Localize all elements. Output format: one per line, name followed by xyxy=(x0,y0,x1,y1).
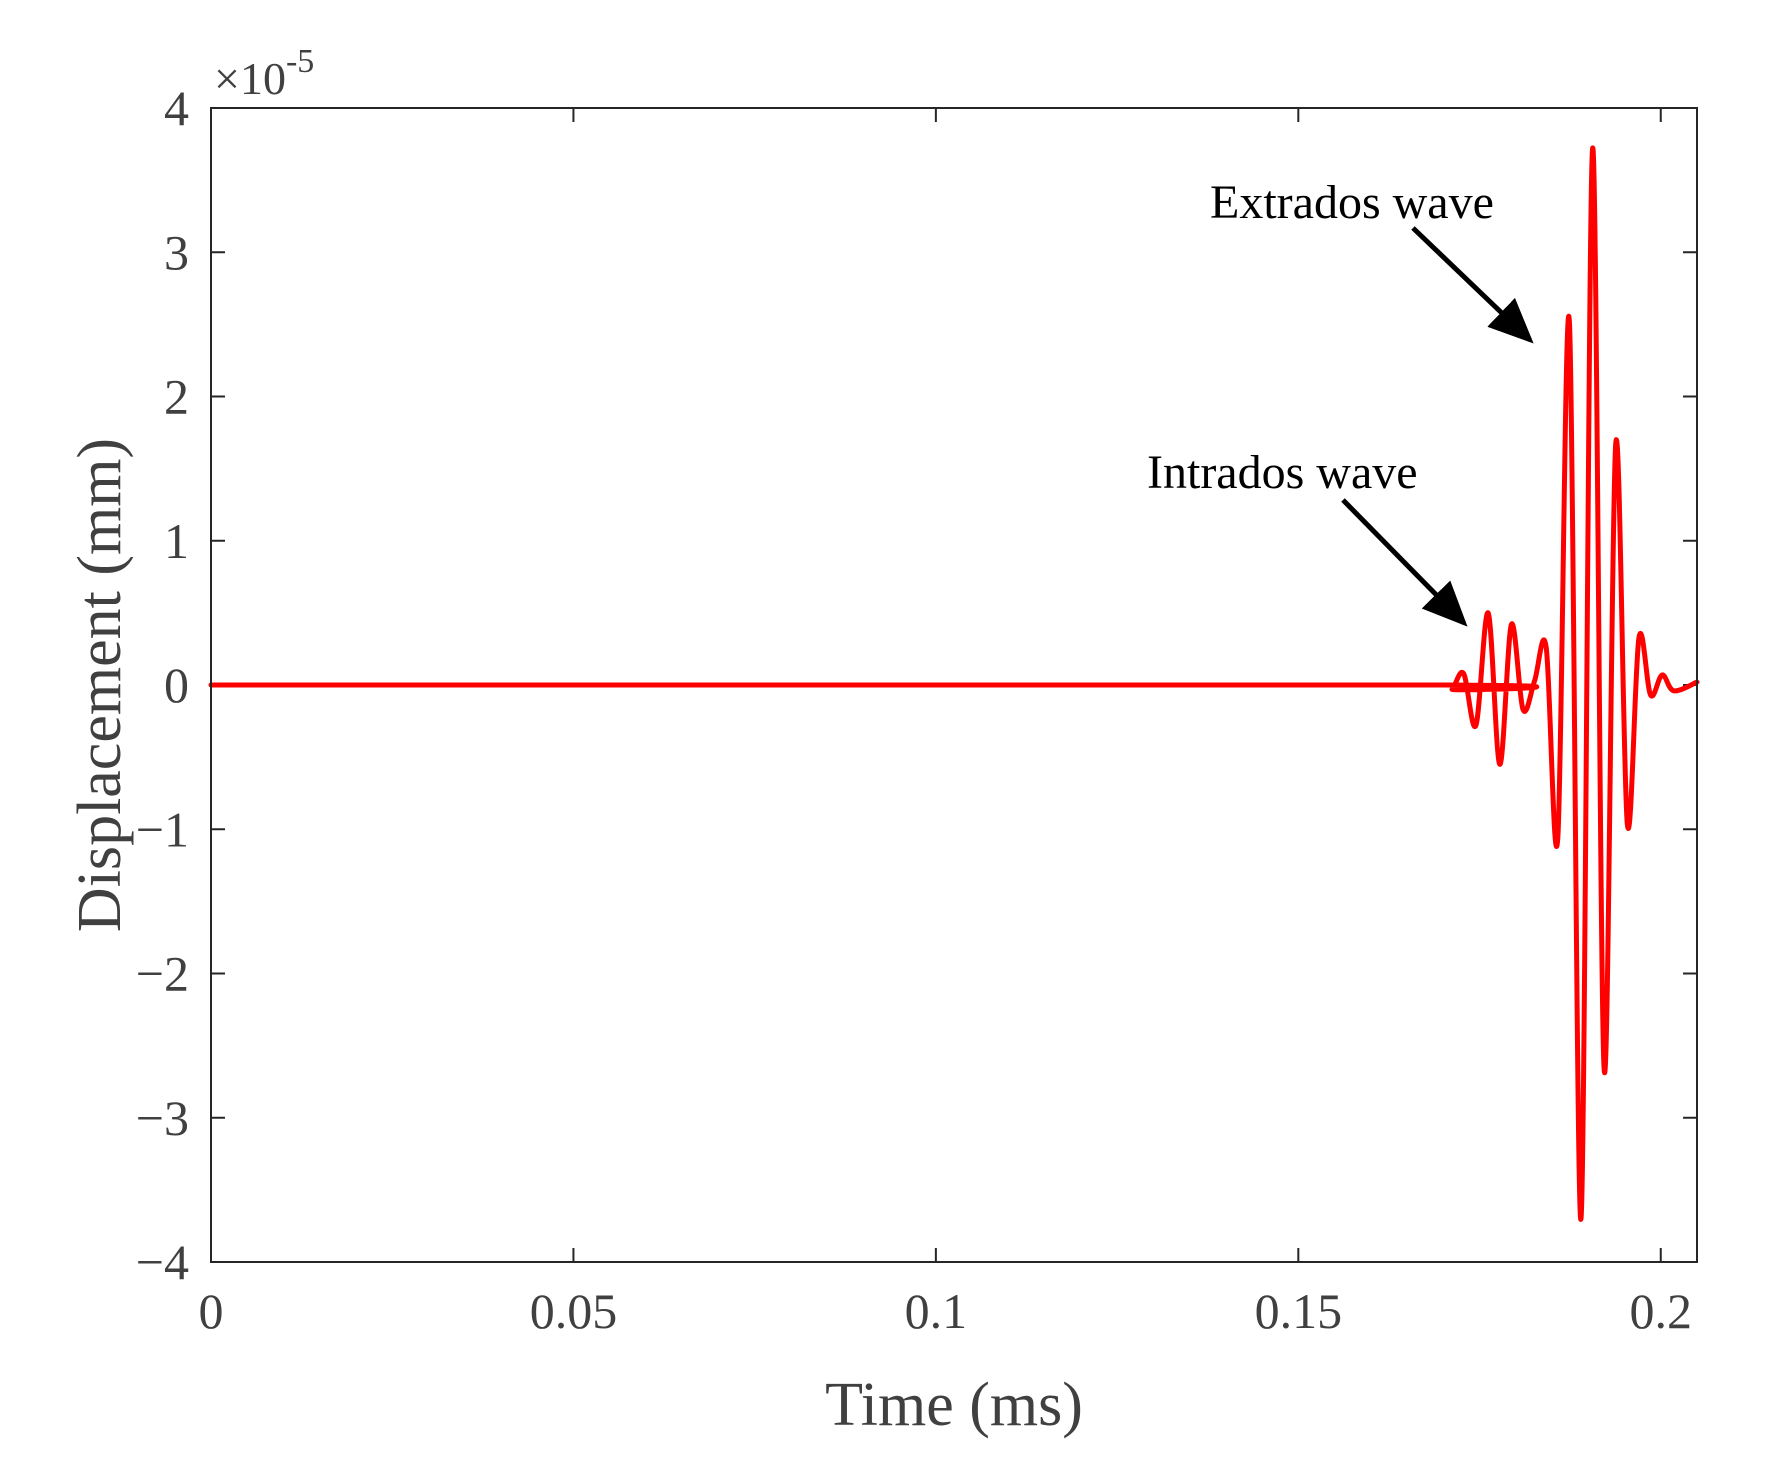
annotation-intrados-wave: Intrados wave xyxy=(1147,446,1418,499)
y-tick-label: 4 xyxy=(164,80,189,136)
y-axis-label: Displacement (mm) xyxy=(66,438,134,932)
y-tick-label: 3 xyxy=(164,224,189,280)
series-line-displacement xyxy=(208,145,1700,1222)
y-scale-factor: ×10-5 xyxy=(214,43,314,104)
x-tick-label: 0.05 xyxy=(530,1283,618,1339)
annotation-arrow-extrados xyxy=(1411,226,1534,344)
y-tick-label: −3 xyxy=(136,1090,189,1146)
y-tick-label: −1 xyxy=(136,801,189,857)
axes-box xyxy=(210,107,1698,1263)
y-tick-label: 1 xyxy=(164,513,189,569)
x-tick-label: 0.1 xyxy=(905,1283,968,1339)
y-scale-exponent: -5 xyxy=(286,43,314,80)
tick-labels: 0 0.05 0.1 0.15 0.2 −4 −3 −2 −1 0 1 2 3 4 xyxy=(136,80,1692,1339)
y-tick-label: −4 xyxy=(136,1234,189,1290)
y-tick-label: 0 xyxy=(164,657,189,713)
x-tick-label: 0.2 xyxy=(1630,1283,1693,1339)
x-axis-label: Time (ms) xyxy=(825,1371,1083,1439)
annotation-extrados-wave: Extrados wave xyxy=(1210,176,1494,229)
x-tick-label: 0.15 xyxy=(1255,1283,1343,1339)
x-tick-label: 0 xyxy=(199,1283,224,1339)
y-tick-label: 2 xyxy=(164,369,189,425)
annotation-arrow-intrados xyxy=(1341,498,1468,627)
y-tick-label: −2 xyxy=(136,946,189,1002)
